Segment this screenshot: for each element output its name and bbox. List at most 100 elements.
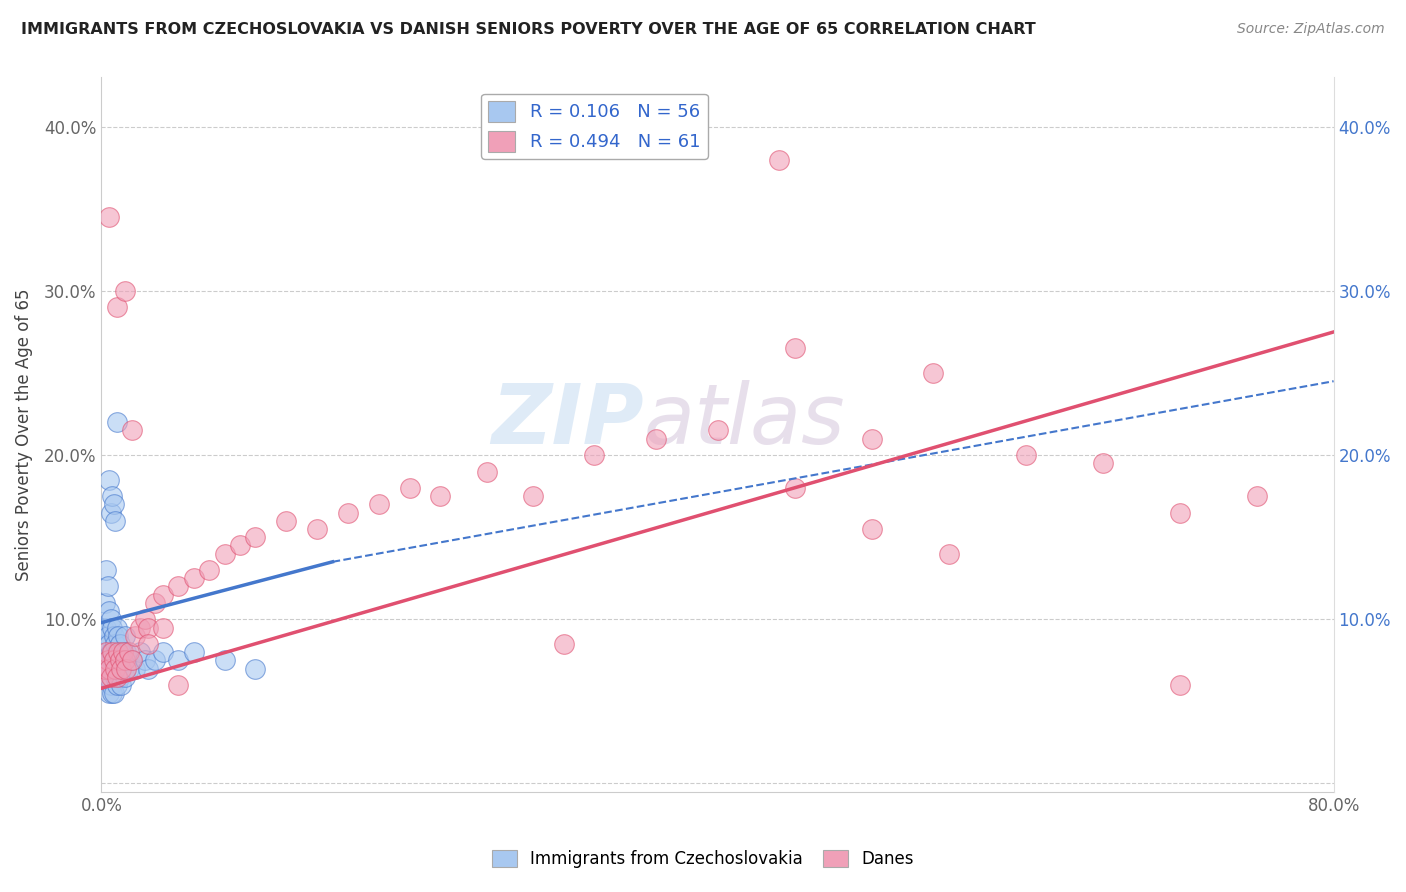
Point <box>114 284 136 298</box>
Point <box>110 645 132 659</box>
Point <box>98 473 121 487</box>
Point <box>145 653 167 667</box>
Point <box>922 366 945 380</box>
Point <box>1168 506 1191 520</box>
Point <box>307 522 329 536</box>
Point <box>103 686 125 700</box>
Point <box>108 670 131 684</box>
Point <box>145 596 167 610</box>
Text: IMMIGRANTS FROM CZECHOSLOVAKIA VS DANISH SENIORS POVERTY OVER THE AGE OF 65 CORR: IMMIGRANTS FROM CZECHOSLOVAKIA VS DANISH… <box>21 22 1036 37</box>
Point <box>429 489 451 503</box>
Point <box>105 301 128 315</box>
Point <box>103 653 125 667</box>
Point <box>398 481 420 495</box>
Point <box>860 522 883 536</box>
Y-axis label: Seniors Poverty Over the Age of 65: Seniors Poverty Over the Age of 65 <box>15 288 32 581</box>
Point <box>103 629 125 643</box>
Point <box>105 645 128 659</box>
Point <box>104 514 127 528</box>
Point <box>152 588 174 602</box>
Point <box>118 645 141 659</box>
Point <box>121 653 143 667</box>
Point <box>91 653 114 667</box>
Point <box>97 629 120 643</box>
Point <box>94 563 117 577</box>
Point <box>783 342 806 356</box>
Text: ZIP: ZIP <box>491 380 644 461</box>
Point <box>105 670 128 684</box>
Point <box>97 579 120 593</box>
Point <box>98 210 121 224</box>
Point <box>94 620 117 634</box>
Point <box>121 424 143 438</box>
Point <box>245 661 267 675</box>
Point <box>214 653 236 667</box>
Point <box>110 661 132 675</box>
Point <box>98 661 121 675</box>
Point <box>108 653 131 667</box>
Point <box>136 637 159 651</box>
Point <box>706 424 728 438</box>
Text: atlas: atlas <box>644 380 845 461</box>
Point <box>98 686 121 700</box>
Point <box>475 465 498 479</box>
Point <box>100 612 122 626</box>
Point <box>104 637 127 651</box>
Point <box>107 645 129 659</box>
Point <box>97 653 120 667</box>
Point <box>114 670 136 684</box>
Point <box>245 530 267 544</box>
Point <box>108 637 131 651</box>
Point <box>91 670 114 684</box>
Point <box>103 497 125 511</box>
Legend: Immigrants from Czechoslovakia, Danes: Immigrants from Czechoslovakia, Danes <box>485 843 921 875</box>
Point <box>121 653 143 667</box>
Point <box>105 620 128 634</box>
Point <box>104 670 127 684</box>
Point <box>93 596 115 610</box>
Point <box>938 547 960 561</box>
Point <box>91 620 114 634</box>
Point <box>98 637 121 651</box>
Point <box>105 678 128 692</box>
Point <box>152 645 174 659</box>
Point <box>101 489 124 503</box>
Point <box>101 653 124 667</box>
Point <box>100 506 122 520</box>
Point <box>115 661 138 675</box>
Point <box>860 432 883 446</box>
Point <box>104 661 127 675</box>
Point <box>1246 489 1268 503</box>
Point <box>214 547 236 561</box>
Point <box>167 653 190 667</box>
Point <box>94 645 117 659</box>
Point <box>198 563 221 577</box>
Legend: R = 0.106   N = 56, R = 0.494   N = 61: R = 0.106 N = 56, R = 0.494 N = 61 <box>481 94 707 159</box>
Point <box>98 604 121 618</box>
Point <box>97 670 120 684</box>
Point <box>1091 456 1114 470</box>
Point <box>93 637 115 651</box>
Point <box>112 653 135 667</box>
Point <box>118 661 141 675</box>
Point <box>129 620 152 634</box>
Point <box>107 661 129 675</box>
Point <box>114 629 136 643</box>
Point <box>105 415 128 429</box>
Point <box>367 497 389 511</box>
Point <box>1014 448 1036 462</box>
Point <box>107 629 129 643</box>
Point <box>100 670 122 684</box>
Point <box>136 620 159 634</box>
Point <box>112 645 135 659</box>
Point <box>101 686 124 700</box>
Point <box>114 653 136 667</box>
Point <box>101 645 124 659</box>
Point <box>124 661 146 675</box>
Point <box>553 637 575 651</box>
Point <box>115 645 138 659</box>
Point <box>183 571 205 585</box>
Point <box>101 620 124 634</box>
Point <box>110 678 132 692</box>
Point <box>167 579 190 593</box>
